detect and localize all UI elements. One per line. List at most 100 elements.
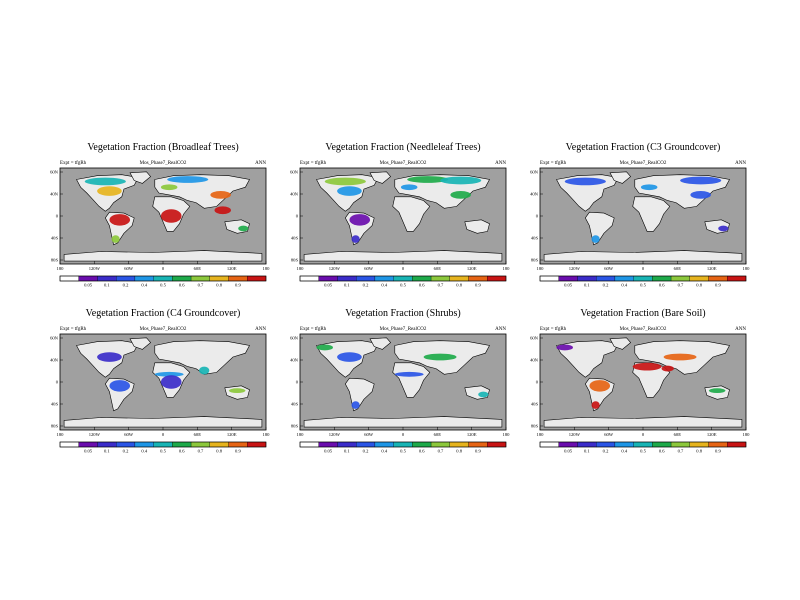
colorbar-swatch: [412, 275, 432, 282]
colorbar-label: 0.7: [438, 283, 444, 288]
colorbar-swatch: [393, 275, 413, 282]
expt-label: Expt = tfgRh: [540, 161, 567, 166]
colorbar-label: 0.8: [216, 449, 222, 454]
panel-title: Vegetation Fraction (Shrubs): [345, 308, 461, 319]
colorbar-swatch: [228, 441, 248, 448]
continent-antarctica: [543, 250, 743, 262]
colorbar-swatch: [577, 275, 597, 282]
colorbar-frame: [59, 275, 267, 282]
veg-patch-alaska: [556, 344, 573, 351]
veg-patch-boreal-eu: [407, 176, 449, 183]
veg-patch-china: [210, 191, 231, 199]
lon-tick-label: 180: [297, 266, 305, 271]
lon-tick-label: 180: [503, 432, 511, 437]
lat-tick-label: 60N: [50, 170, 59, 175]
colorbar-swatch: [356, 441, 376, 448]
colorbar-label: 0.6: [659, 449, 665, 454]
map-area: [303, 337, 503, 428]
colorbar-label: 0.5: [160, 283, 166, 288]
map-panel-5: Vegetation Fraction (Shrubs) Expt = tfgRh…: [290, 308, 510, 454]
colorbar-label: 0.4: [141, 283, 147, 288]
lon-tick-label: 0: [402, 432, 405, 437]
colorbar-swatch: [318, 441, 338, 448]
colorbar-swatch: [247, 275, 267, 282]
lon-tick-label: 60E: [194, 432, 202, 437]
veg-patch-temperate-na: [97, 186, 122, 196]
lon-tick-label: 60W: [364, 432, 374, 437]
colorbar-swatch: [190, 441, 210, 448]
colorbar-label: 0.6: [179, 449, 185, 454]
veg-patch-boreal-na: [564, 177, 606, 186]
continent-antarctica: [303, 416, 503, 428]
colorbar-label: 0.4: [621, 449, 627, 454]
colorbar-swatch: [78, 441, 98, 448]
lon-tick-label: 120E: [707, 266, 717, 271]
colorbar-swatch: [670, 275, 690, 282]
colorbar-swatch: [318, 275, 338, 282]
veg-patch-amazon: [109, 214, 131, 226]
lat-tick-label: 60N: [530, 336, 539, 341]
lon-tick-label: 60W: [124, 266, 134, 271]
colorbar-swatch: [97, 441, 117, 448]
colorbar-swatch: [172, 275, 192, 282]
colorbar-swatch: [430, 275, 450, 282]
lat-tick-label: 40S: [51, 402, 59, 407]
lat-tick-label: 0: [536, 380, 539, 385]
colorbar-label: 0.9: [715, 283, 721, 288]
colorbar-swatch: [337, 441, 357, 448]
colorbar-swatch: [487, 275, 507, 282]
lon-tick-label: 120E: [227, 432, 237, 437]
lat-tick-label: 60N: [290, 336, 299, 341]
lat-tick-label: 80S: [531, 258, 539, 263]
colorbar-swatch: [430, 441, 450, 448]
lat-tick-label: 40S: [291, 402, 299, 407]
colorbar-swatch: [596, 441, 616, 448]
lat-tick-label: 40N: [50, 192, 59, 197]
map-area: [63, 171, 263, 262]
panel-title: Vegetation Fraction (C4 Groundcover): [86, 308, 241, 319]
colorbar-swatch: [468, 441, 488, 448]
lat-tick-label: 80S: [51, 258, 59, 263]
lon-tick-label: 120W: [329, 432, 341, 437]
lon-tick-label: 0: [402, 266, 405, 271]
veg-patch-temperate-na: [337, 352, 362, 362]
colorbar-swatch: [487, 441, 507, 448]
veg-patch-arabia: [661, 365, 674, 372]
veg-patch-australia-north: [228, 388, 246, 394]
colorbar-label: 0.5: [400, 283, 406, 288]
colorbar-swatch: [468, 275, 488, 282]
continent-antarctica: [63, 250, 263, 262]
veg-patch-siberia: [440, 176, 482, 185]
lat-tick-label: 40N: [290, 192, 299, 197]
colorbar-swatch: [727, 441, 747, 448]
veg-patch-sahel: [394, 371, 424, 377]
veg-patch-patagonia: [351, 235, 360, 243]
veg-patch-china: [690, 191, 711, 199]
veg-patch-australia-east: [478, 391, 489, 398]
veg-patch-temperate-na: [97, 352, 122, 362]
colorbar-label: 0.2: [603, 449, 609, 454]
colorbar-label: 0.9: [235, 449, 241, 454]
colorbar-swatch: [247, 441, 267, 448]
colorbar-swatch: [228, 275, 248, 282]
veg-patch-amazon: [349, 214, 371, 226]
veg-patch-australia-east: [718, 225, 729, 232]
colorbar-swatch: [539, 441, 559, 448]
lon-tick-label: 180: [57, 266, 65, 271]
lon-tick-label: 120W: [89, 432, 101, 437]
colorbar-label: 0.05: [564, 283, 573, 288]
lat-tick-label: 40S: [51, 236, 59, 241]
veg-patch-amazon: [109, 380, 131, 392]
lon-tick-label: 60W: [604, 266, 614, 271]
lat-tick-label: 80S: [291, 424, 299, 429]
colorbar-label: 0.2: [123, 449, 129, 454]
colorbar-swatch: [299, 441, 319, 448]
colorbar-swatch: [558, 275, 578, 282]
expt-label: Expt = tfgRh: [540, 327, 567, 332]
continent-australia: [464, 219, 490, 234]
colorbar-frame: [539, 275, 747, 282]
colorbar-swatch: [78, 275, 98, 282]
map-area: [543, 171, 743, 262]
colorbar-swatch: [596, 275, 616, 282]
